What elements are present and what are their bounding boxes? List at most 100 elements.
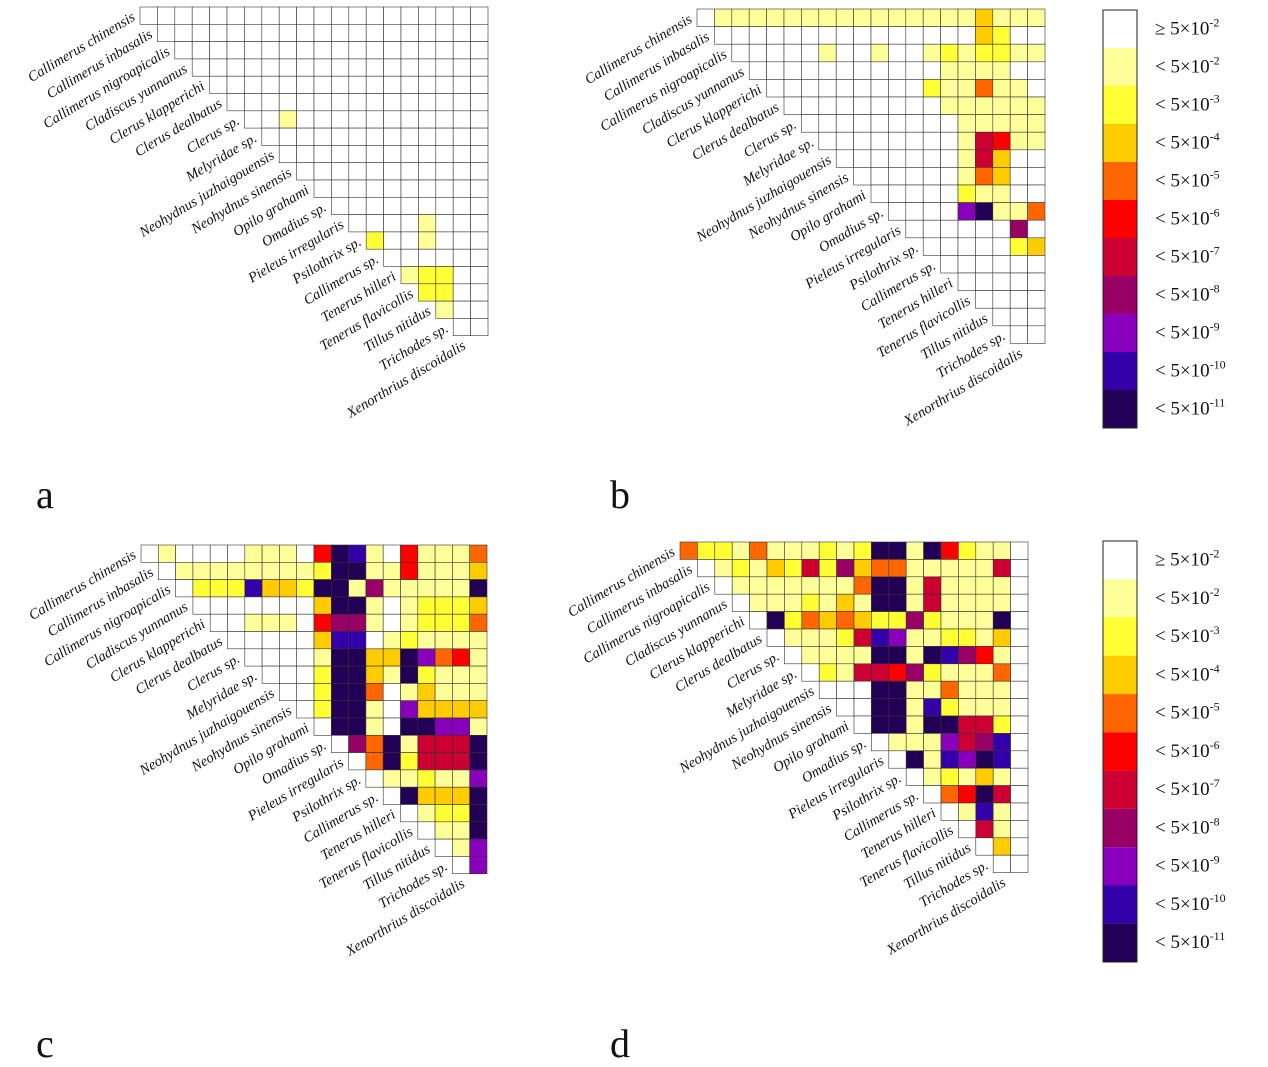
heatmap-cell — [365, 110, 384, 129]
heatmap-cell — [209, 596, 228, 615]
heatmap-cell — [801, 43, 820, 63]
heatmap-cell — [365, 631, 384, 650]
heatmap-cell — [940, 576, 959, 595]
heatmap-cell — [975, 837, 994, 856]
heatmap-cell — [435, 214, 454, 233]
heatmap-cell — [1009, 290, 1028, 309]
heatmap-cell — [871, 576, 890, 595]
heatmap-cell — [853, 680, 872, 699]
heatmap-cell — [992, 272, 1011, 291]
heatmap-cell — [871, 628, 890, 647]
heatmap-cell — [244, 93, 263, 112]
heatmap-cell — [348, 41, 367, 60]
heatmap-cell — [313, 127, 332, 146]
heatmap-cell — [400, 162, 419, 181]
heatmap-cell — [452, 786, 470, 805]
legend-label: < 5×10-2 — [1155, 585, 1220, 609]
heatmap-cell — [226, 41, 245, 60]
heatmap-cell — [871, 733, 890, 752]
heatmap-cell — [958, 611, 977, 630]
heatmap-cell — [923, 663, 942, 682]
heatmap-cell — [888, 96, 907, 115]
heatmap-cell — [870, 8, 889, 27]
heatmap-cell — [975, 767, 994, 786]
heatmap-cell — [1027, 167, 1046, 186]
heatmap-cell — [470, 162, 489, 181]
heatmap-cell — [835, 8, 854, 27]
heatmap-cell — [975, 184, 994, 203]
heatmap-cell — [382, 631, 401, 650]
heatmap-cell — [348, 752, 367, 771]
heatmap-cell — [452, 665, 470, 684]
heatmap-cell — [313, 179, 332, 198]
heatmap-cell — [365, 683, 384, 702]
heatmap-cell — [853, 628, 872, 647]
heatmap-cell — [313, 561, 332, 580]
heatmap-cell — [975, 698, 994, 717]
heatmap-cell — [348, 197, 367, 215]
heatmap-cell — [1027, 290, 1046, 309]
legend-swatch — [1103, 200, 1137, 238]
heatmap-cell — [383, 58, 402, 77]
heatmap-cell — [348, 648, 367, 667]
heatmap-cell — [975, 131, 994, 151]
heatmap-cell — [922, 96, 941, 115]
heatmap-cell — [748, 61, 767, 80]
heatmap-cell — [766, 43, 785, 63]
heatmap-cell — [940, 785, 959, 804]
heatmap-cell — [452, 162, 471, 181]
heatmap-cell — [992, 541, 1011, 560]
heatmap-cell — [975, 96, 994, 115]
heatmap-cell — [348, 110, 367, 129]
heatmap-cell — [435, 6, 454, 25]
legend-swatch — [1103, 541, 1137, 580]
heatmap-cell — [192, 596, 211, 615]
heatmap-cell — [278, 58, 297, 77]
heatmap-cell — [749, 576, 768, 595]
heatmap-cell — [818, 593, 837, 612]
heatmap-cell — [871, 663, 890, 682]
heatmap-cell — [452, 734, 470, 753]
legend-exponent: -2 — [1209, 15, 1219, 29]
heatmap-cell — [905, 114, 924, 133]
heatmap-cell — [818, 61, 837, 80]
heatmap-cell — [1027, 219, 1046, 239]
heatmap-cell — [313, 6, 332, 25]
heatmap-cell — [348, 58, 367, 77]
heatmap-cell — [957, 167, 976, 186]
heatmap-cell — [331, 145, 350, 163]
heatmap-cell — [871, 541, 890, 560]
heatmap-cell — [313, 579, 332, 598]
heatmap-cell — [992, 114, 1011, 133]
heatmap-cell — [418, 266, 437, 285]
heatmap-cell — [836, 611, 855, 630]
heatmap-cell — [435, 75, 454, 94]
legend-swatch — [1103, 48, 1137, 86]
heatmap-cell — [400, 248, 419, 267]
heatmap-cell — [435, 231, 454, 250]
heatmap-cell — [400, 110, 419, 129]
heatmap-cell — [923, 698, 942, 717]
heatmap-cell — [400, 544, 419, 563]
heatmap-cell — [418, 248, 437, 267]
heatmap-cell — [801, 559, 820, 578]
heatmap-cell — [888, 202, 907, 221]
heatmap-cell — [296, 110, 315, 129]
heatmap-cell — [1010, 646, 1029, 665]
heatmap-cell — [1010, 802, 1029, 821]
heatmap-cell — [226, 93, 245, 112]
legend-exponent: -8 — [1210, 281, 1220, 295]
heatmap-cell — [836, 628, 855, 647]
heatmap-cell — [418, 179, 437, 198]
heatmap-cell — [330, 561, 349, 580]
heatmap-cell — [801, 628, 820, 647]
legend-exponent: -5 — [1210, 167, 1220, 181]
heatmap-cell — [469, 752, 488, 771]
heatmap-cell — [835, 114, 854, 133]
heatmap-cell — [992, 202, 1011, 221]
heatmap-cell — [435, 300, 454, 319]
panel-letter-a: a — [36, 472, 54, 517]
heatmap-cell — [905, 611, 924, 630]
